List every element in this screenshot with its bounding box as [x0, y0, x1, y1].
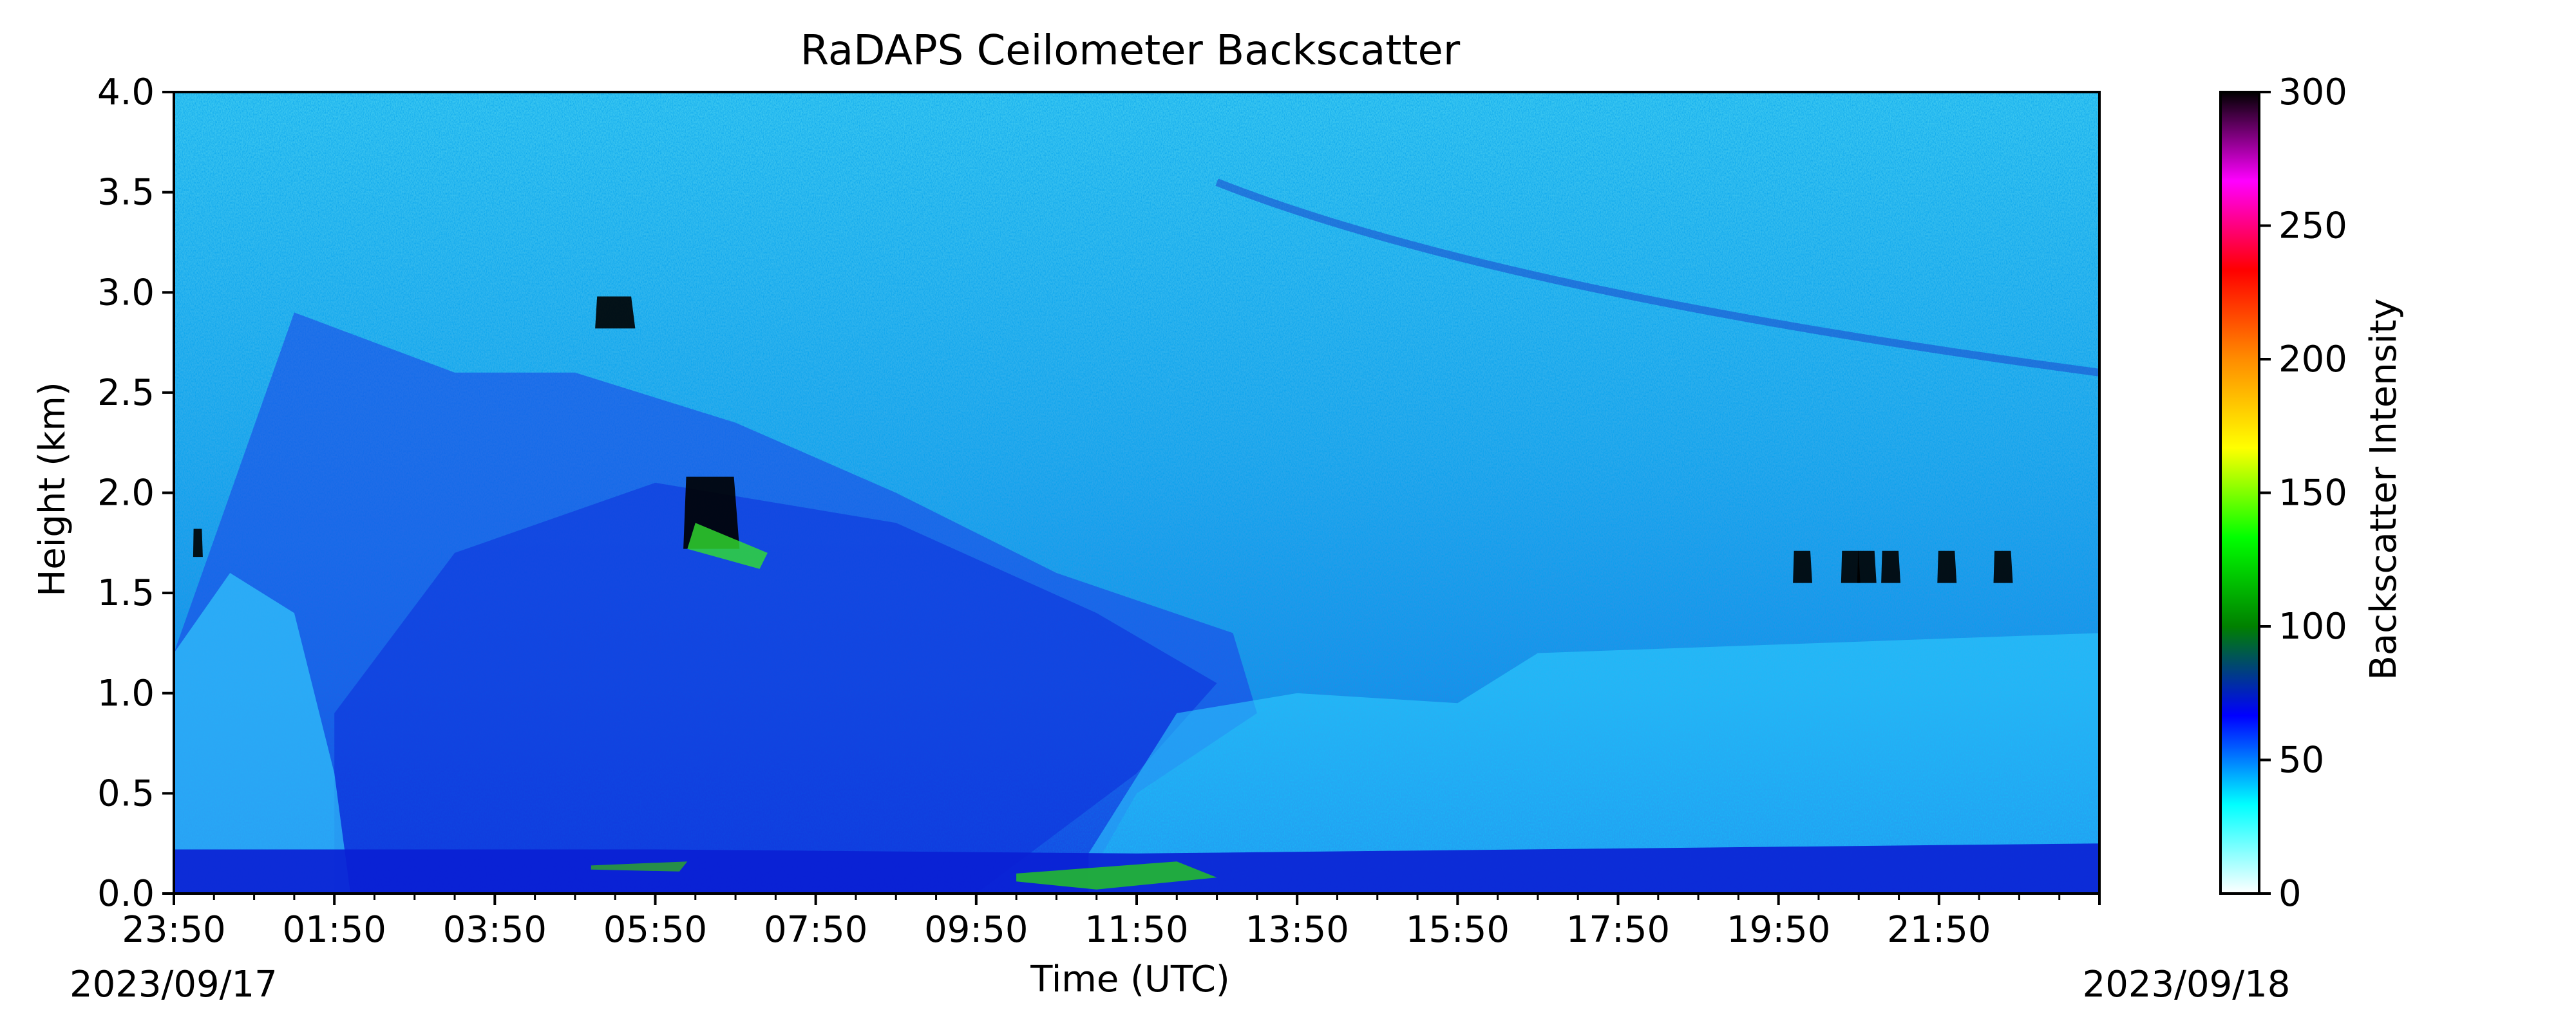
cloud-late-5	[1993, 550, 2013, 583]
y-tick-label: 3.5	[97, 172, 155, 214]
colorbar-tick-label: 300	[2278, 71, 2347, 113]
heatmap-features	[174, 178, 2099, 894]
y-tick-label: 2.0	[97, 473, 155, 514]
cloud-late-1	[1841, 550, 1861, 583]
green-surface-band	[1016, 861, 1217, 890]
colorbar-gradient	[2219, 91, 2260, 895]
surface-patch-right	[1088, 633, 2099, 894]
cloud-late-3	[1881, 550, 1900, 583]
y-tick-label: 1.5	[97, 572, 155, 614]
green-cloud-edge	[687, 523, 768, 569]
x-tick-label: 11:50	[1084, 909, 1188, 951]
surface-patch-left	[174, 573, 351, 894]
y-tick-label: 1.0	[97, 673, 155, 715]
colorbar-tick-label: 200	[2278, 339, 2347, 380]
x-tick-label: 23:50	[122, 909, 225, 951]
colorbar-tick-label: 250	[2278, 205, 2347, 247]
x-tick-label: 09:50	[924, 909, 1028, 951]
x-tick-label: 17:50	[1566, 909, 1670, 951]
colorbar-ticks: 0 50 100 150 200 250 300	[2259, 71, 2347, 915]
cloud-late-0	[1793, 550, 1812, 583]
x-axis: 23:50 01:50 03:50 05:50 07:50 09:50 11:50 13:50…	[122, 894, 2101, 951]
colorbar: 0 50 100 150 200 250 300 Backscatter Intensity	[2219, 71, 2405, 915]
x-tick-label: 03:50	[443, 909, 547, 951]
plot-area	[174, 92, 2099, 894]
x-tick-label: 13:50	[1245, 909, 1349, 951]
x-tick-label: 19:50	[1727, 909, 1830, 951]
cloud-late-4	[1937, 550, 1957, 583]
y-tick-label: 4.0	[97, 71, 155, 113]
x-end-date: 2023/09/18	[2083, 964, 2291, 1006]
green-surface-band-2	[591, 861, 688, 872]
x-tick-label: 01:50	[282, 909, 386, 951]
colorbar-tick-label: 50	[2278, 740, 2324, 782]
x-axis-label: Time (UTC)	[1030, 959, 1230, 1000]
cloud-late-2	[1857, 550, 1877, 583]
y-axis-label: Height (km)	[32, 382, 73, 597]
cloud-0010	[193, 529, 203, 557]
x-tick-label: 15:50	[1406, 909, 1510, 951]
y-tick-label: 0.0	[97, 873, 155, 915]
cloud-0530	[595, 296, 636, 329]
colorbar-tick-label: 0	[2278, 873, 2302, 915]
chart-title: RaDAPS Ceilometer Backscatter	[800, 27, 1461, 75]
x-tick-label: 05:50	[603, 909, 707, 951]
colorbar-tick-label: 150	[2278, 473, 2347, 514]
x-tick-label: 21:50	[1887, 909, 1991, 951]
colorbar-label: Backscatter Intensity	[2363, 298, 2405, 680]
y-tick-label: 3.0	[97, 272, 155, 314]
aerosol-streak	[1215, 178, 2099, 377]
colorbar-tick-label: 100	[2278, 606, 2347, 648]
aerosol-core	[334, 482, 1217, 894]
x-tick-label: 07:50	[764, 909, 867, 951]
y-tick-label: 0.5	[97, 772, 155, 814]
y-tick-label: 2.5	[97, 372, 155, 414]
y-axis: 0.0 0.5 1.0 1.5 2.0 2.5 3.0 3.5 4.0	[97, 71, 174, 915]
x-start-date: 2023/09/17	[70, 964, 278, 1006]
